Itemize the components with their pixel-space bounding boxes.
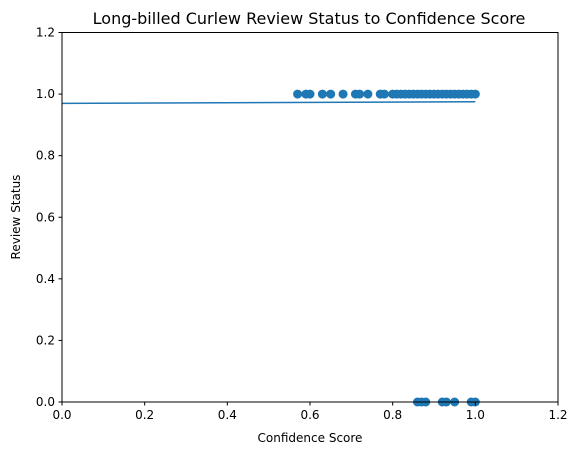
data-point: [470, 89, 480, 99]
trend-line: [61, 101, 476, 105]
x-axis-label: Confidence Score: [258, 431, 363, 445]
y-axis-label: Review Status: [9, 175, 23, 260]
plot-area: [61, 89, 480, 407]
y-tick-label: 0.0: [36, 395, 55, 409]
x-tick-label: 0.4: [218, 408, 237, 422]
x-tick-label: 0.6: [300, 408, 319, 422]
y-axis: 0.0 0.2 0.4 0.6 0.8 1.0 1.2: [36, 26, 62, 409]
y-tick-label: 0.4: [36, 272, 55, 286]
data-point: [363, 89, 373, 99]
x-tick-label: 1.0: [466, 408, 485, 422]
data-point: [305, 89, 315, 99]
data-point: [317, 89, 327, 99]
y-tick-label: 0.2: [36, 333, 55, 347]
chart-title: Long-billed Curlew Review Status to Conf…: [93, 9, 526, 28]
data-point: [326, 89, 336, 99]
y-tick-label: 0.6: [36, 210, 55, 224]
x-axis: 0.0 0.2 0.4 0.6 0.8 1.0 1.2: [52, 402, 568, 422]
plot-frame: [61, 32, 559, 403]
data-point: [355, 89, 365, 99]
x-tick-label: 0.2: [135, 408, 154, 422]
data-point: [379, 89, 389, 99]
data-point: [293, 89, 303, 99]
data-point: [338, 89, 348, 99]
x-tick-label: 0.0: [52, 408, 71, 422]
y-tick-label: 0.8: [36, 149, 55, 163]
y-tick-label: 1.0: [36, 87, 55, 101]
x-tick-label: 1.2: [548, 408, 567, 422]
x-tick-label: 0.8: [383, 408, 402, 422]
y-tick-label: 1.2: [36, 26, 55, 40]
